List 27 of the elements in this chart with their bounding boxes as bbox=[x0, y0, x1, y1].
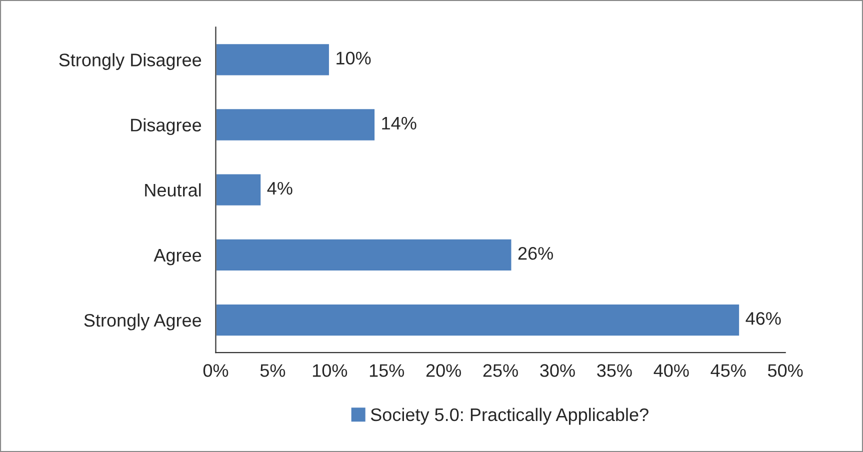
text: 46% bbox=[746, 312, 781, 325]
bar bbox=[216, 108, 376, 142]
x-tick-label: 0% bbox=[203, 364, 228, 377]
bar bbox=[216, 238, 513, 272]
y-tick-label: Neutral bbox=[145, 183, 201, 197]
legend-label: Society 5.0: Practically Applicable? bbox=[370, 408, 648, 425]
y-tick-label: Disagree bbox=[131, 118, 202, 136]
text: 14% bbox=[382, 116, 416, 130]
x-tick-label: 50% bbox=[768, 364, 803, 377]
x-tick-label: 25% bbox=[483, 364, 518, 377]
bar bbox=[216, 172, 262, 207]
bar bbox=[216, 42, 330, 77]
x-tick-label: 45% bbox=[710, 364, 746, 377]
x-tick-label: 30% bbox=[540, 364, 575, 377]
text: 26% bbox=[518, 246, 553, 260]
y-tick-label: Strongly Disagree bbox=[59, 53, 202, 70]
y-tick-label: Agree bbox=[154, 249, 202, 266]
y-tick-label: Strongly Agree bbox=[84, 313, 202, 330]
x-tick-label: 15% bbox=[370, 364, 404, 377]
text: 4% bbox=[267, 182, 292, 195]
x-tick-label: 20% bbox=[426, 364, 462, 377]
x-tick-label: 35% bbox=[597, 364, 632, 377]
x-tick-label: 10% bbox=[312, 364, 348, 377]
x-tick-label: 5% bbox=[260, 364, 286, 377]
x-tick-label: 40% bbox=[654, 364, 689, 377]
text: 10% bbox=[336, 52, 371, 65]
bar bbox=[216, 303, 740, 337]
